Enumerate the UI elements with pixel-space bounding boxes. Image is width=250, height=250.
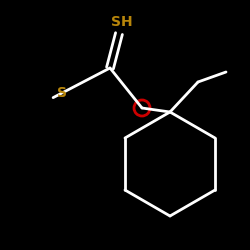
Text: S: S	[57, 86, 67, 100]
Text: SH: SH	[111, 15, 133, 29]
